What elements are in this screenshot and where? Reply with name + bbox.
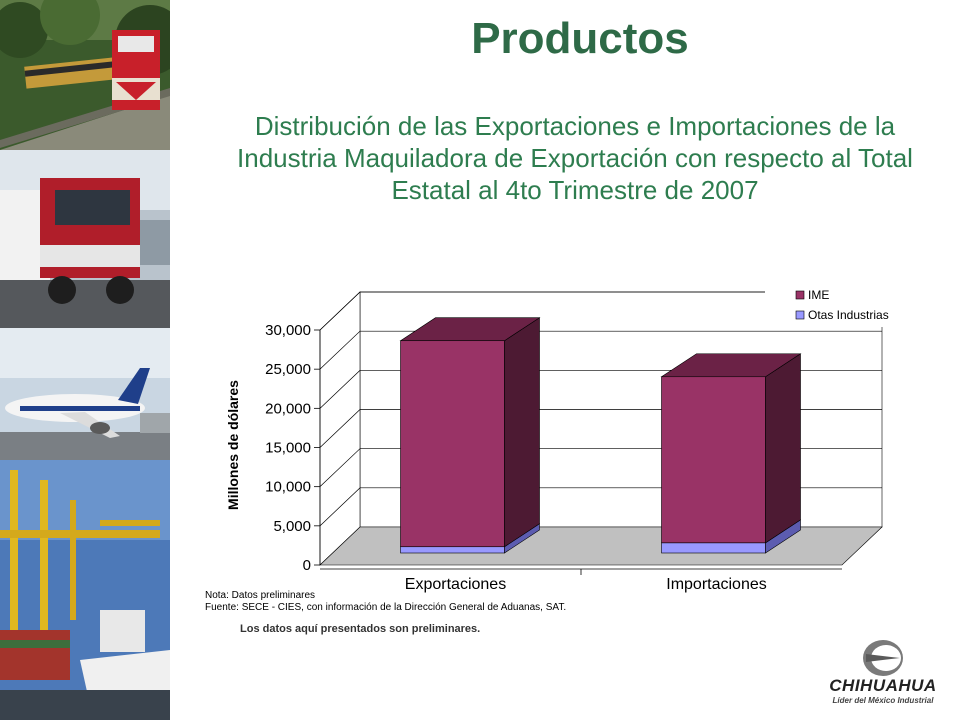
x-tick-label: Importaciones — [666, 576, 767, 593]
logo-icon — [863, 640, 903, 676]
disclaimer-text: Los datos aquí presentados son prelimina… — [240, 623, 481, 635]
y-tick-label: 0 — [303, 557, 311, 574]
bar-importaciones-ime-top — [660, 353, 802, 378]
chihuahua-logo: CHIHUAHUA Líder del México Industrial — [828, 638, 938, 714]
note-preliminary: Nota: Datos preliminares — [205, 590, 316, 601]
page-subtitle: Distribución de las Exportaciones e Impo… — [237, 111, 913, 205]
photo-strip — [0, 0, 170, 720]
gridline — [319, 330, 882, 370]
truck-photo — [0, 150, 170, 328]
legend-swatch-otras — [795, 310, 805, 320]
chart-bars — [399, 317, 802, 554]
y-tick-label: 15,000 — [265, 440, 311, 457]
y-tick-label: 25,000 — [265, 361, 311, 378]
y-tick-label: 30,000 — [265, 322, 311, 339]
bar-exportaciones-otras — [400, 546, 505, 554]
y-tick-label: 10,000 — [265, 479, 311, 496]
bar-chart: 0 5,000 10,000 15,000 20,000 25,000 30,000 Expo… — [225, 285, 923, 593]
bar-exportaciones-ime — [400, 340, 505, 548]
train-photo — [0, 0, 170, 150]
chart-axis: 0 5,000 10,000 15,000 20,000 25,000 30,000 Expo… — [265, 322, 842, 593]
legend-label-otras: Otas Industrias — [808, 308, 889, 322]
bar-importaciones-otras — [661, 542, 766, 554]
bar-exportaciones-ime-side — [504, 317, 540, 548]
x-tick-label: Exportaciones — [405, 576, 506, 593]
page-title: Productos — [471, 14, 689, 63]
y-tick-label: 5,000 — [273, 518, 311, 535]
logo-name: CHIHUAHUA — [829, 676, 937, 695]
bar-importaciones-ime — [661, 376, 766, 544]
bar-importaciones-ime-side — [765, 353, 801, 544]
airplane-photo — [0, 328, 170, 460]
y-tick-label: 20,000 — [265, 400, 311, 417]
gridline — [319, 291, 882, 331]
port-ship-photo — [0, 460, 170, 720]
bar-exportaciones-ime-top — [399, 317, 541, 342]
legend: IME Otas Industrias — [765, 285, 923, 327]
legend-label-ime: IME — [808, 288, 829, 302]
note-source: Fuente: SECE - CIES, con información de … — [205, 602, 567, 613]
legend-swatch-ime — [795, 290, 805, 300]
logo-tagline: Líder del México Industrial — [832, 696, 934, 705]
y-axis-label: Millones de dólares — [225, 380, 241, 510]
